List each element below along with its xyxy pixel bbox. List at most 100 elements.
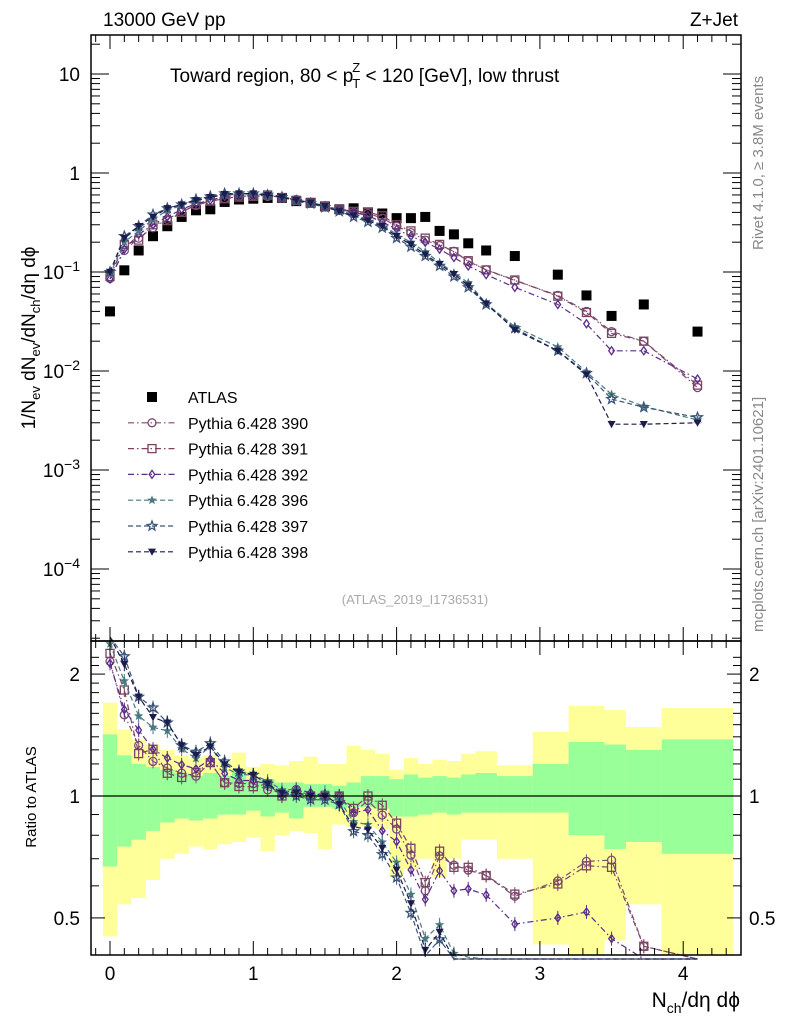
data-point xyxy=(605,392,619,405)
ratio-point xyxy=(482,889,490,901)
data-point xyxy=(435,244,444,255)
legend-marker xyxy=(147,495,157,505)
data-point xyxy=(464,260,472,272)
main-plot-series xyxy=(103,186,705,429)
x-tick-labels: 0 1 2 3 4 xyxy=(105,964,689,985)
ratio-series-line xyxy=(109,661,698,960)
ratio-point xyxy=(393,836,401,847)
data-point xyxy=(692,382,703,393)
data-point xyxy=(581,290,592,301)
stat-band-bin xyxy=(346,782,361,807)
plot-title: Toward region, 80 < pTZ < 120 [GeV], low… xyxy=(170,60,560,91)
stat-band-bin xyxy=(496,776,533,813)
legend-marker xyxy=(147,443,157,454)
data-point xyxy=(389,231,404,244)
data-point xyxy=(510,321,520,331)
data-point xyxy=(162,221,173,232)
data-point xyxy=(320,203,329,211)
ratio-point xyxy=(434,919,445,929)
data-point xyxy=(464,282,473,290)
ratio-point xyxy=(607,933,616,944)
analysis-id-label: (ATLAS_2019_I1736531) xyxy=(342,592,488,607)
ratio-point xyxy=(391,857,402,867)
ylabel-part: dN xyxy=(19,357,40,387)
ratio-point xyxy=(349,823,358,831)
series-line xyxy=(109,194,698,386)
data-point xyxy=(177,201,186,209)
ratio-y-tick-label-left: 1 xyxy=(69,787,80,808)
data-point xyxy=(450,252,458,263)
legend-label: Pythia 6.428 396 xyxy=(188,493,308,510)
x-tick-label: 4 xyxy=(678,964,689,985)
ratio-point xyxy=(134,693,143,701)
ratio-point xyxy=(220,761,229,769)
data-point xyxy=(511,282,519,293)
ylabel-sub: ev xyxy=(28,386,43,400)
ratio-point xyxy=(235,775,243,786)
legend-item: Pythia 6.428 398 xyxy=(128,545,308,562)
series-398 xyxy=(106,190,702,429)
ratio-point xyxy=(407,864,415,875)
ratio-point xyxy=(378,825,386,836)
data-point xyxy=(463,238,474,249)
ratio-point xyxy=(249,771,258,779)
data-point xyxy=(606,310,617,321)
plot-title-pre: Toward region, 80 < p xyxy=(170,66,353,87)
ratio-point xyxy=(582,906,591,918)
ratio-point xyxy=(106,658,114,669)
legend-marker xyxy=(147,418,157,428)
ylabel-part: /dN xyxy=(19,313,40,343)
data-point xyxy=(263,191,272,199)
ylabel-sub: ch xyxy=(28,299,43,313)
series-line xyxy=(109,194,698,380)
ratio-point xyxy=(406,900,415,908)
data-point xyxy=(434,225,445,236)
stat-band-bin xyxy=(102,734,118,867)
data-point xyxy=(693,419,702,427)
ratio-point xyxy=(434,846,445,856)
x-tick-label: 1 xyxy=(248,964,259,985)
legend-item: Pythia 6.428 391 xyxy=(128,442,308,459)
data-point xyxy=(162,216,172,226)
stat-band-bin xyxy=(475,772,497,813)
ratio-point xyxy=(206,743,215,751)
ratio-point xyxy=(389,870,404,884)
stat-band-bin xyxy=(131,763,146,840)
stat-band-bin xyxy=(188,776,204,821)
data-point xyxy=(691,410,705,423)
data-point xyxy=(392,232,401,241)
stat-band-bin xyxy=(145,766,161,831)
data-point xyxy=(406,226,416,236)
ratio-point xyxy=(134,748,144,759)
ratio-point xyxy=(435,928,444,936)
series-390 xyxy=(105,191,703,393)
legend-marker xyxy=(148,469,156,480)
data-point xyxy=(335,208,344,216)
data-point xyxy=(191,197,200,205)
data-point xyxy=(481,265,491,275)
data-point xyxy=(277,193,286,202)
data-point xyxy=(582,318,591,329)
ratio-point xyxy=(449,862,459,872)
stat-band-bin xyxy=(389,779,404,817)
data-point xyxy=(448,229,459,240)
xlabel-sub: ch xyxy=(667,1000,682,1016)
ratio-plot-frame xyxy=(90,640,742,956)
y-tick-label: 10−2 xyxy=(43,357,80,383)
data-point xyxy=(147,231,158,242)
legend-marker xyxy=(145,519,159,532)
legend-label: Pythia 6.428 391 xyxy=(188,442,308,459)
ratio-point xyxy=(119,676,130,685)
legend-item: Pythia 6.428 397 xyxy=(128,519,308,536)
ratio-point xyxy=(406,889,416,899)
y-tick-exp: −2 xyxy=(64,357,80,373)
data-point xyxy=(163,205,172,213)
ratio-y-tick-label-left: 2 xyxy=(69,665,80,686)
data-point xyxy=(607,345,616,356)
ratio-point xyxy=(606,862,617,872)
data-point xyxy=(510,326,519,334)
y-tick-label: 10−4 xyxy=(43,555,80,581)
data-point xyxy=(292,197,301,205)
ratio-uncertainty-bands xyxy=(102,702,734,955)
y-tick-base: 10 xyxy=(43,560,64,581)
